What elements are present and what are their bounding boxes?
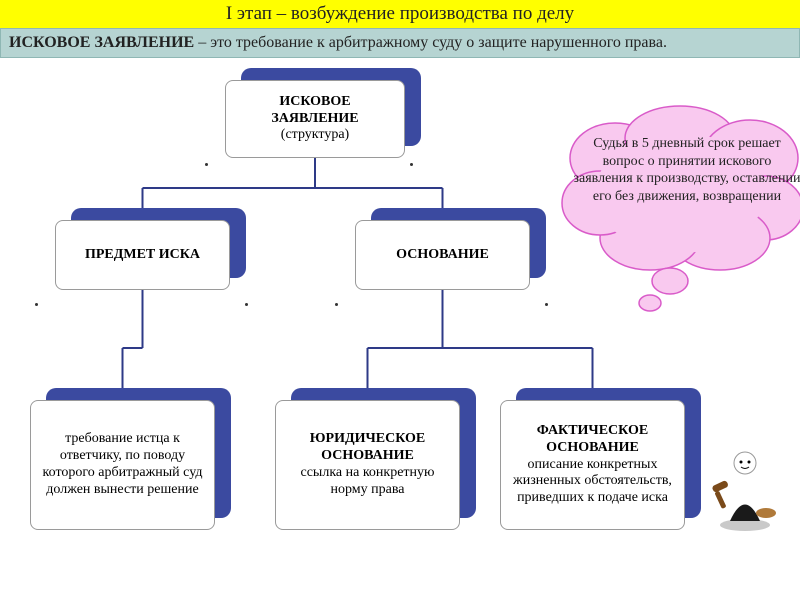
node-front: ФАКТИЧЕСКОЕ ОСНОВАНИЕописание конкретных… <box>500 400 685 530</box>
corner-dot <box>35 303 38 306</box>
corner-dot <box>245 303 248 306</box>
stage-title-text: I этап – возбуждение производства по дел… <box>226 3 574 25</box>
definition-body: – это требование к арбитражному суду о з… <box>194 34 667 51</box>
node-front: ОСНОВАНИЕ <box>355 220 530 290</box>
node-front: ЮРИДИЧЕСКОЕ ОСНОВАНИЕссылка на конкретну… <box>275 400 460 530</box>
judge-icon <box>710 443 780 533</box>
node-root: ИСКОВОЕ ЗАЯВЛЕНИЕ(структура) <box>225 68 421 158</box>
stage-title: I этап – возбуждение производства по дел… <box>0 0 800 28</box>
definition-bar: ИСКОВОЕ ЗАЯВЛЕНИЕ – это требование к арб… <box>0 28 800 58</box>
node-legal: ЮРИДИЧЕСКОЕ ОСНОВАНИЕссылка на конкретну… <box>275 388 476 530</box>
node-front: ИСКОВОЕ ЗАЯВЛЕНИЕ(структура) <box>225 80 405 158</box>
node-subject: ПРЕДМЕТ ИСКА <box>55 208 246 290</box>
structure-diagram: ИСКОВОЕ ЗАЯВЛЕНИЕ(структура) ПРЕДМЕТ ИСКА… <box>0 58 800 588</box>
cloud-text: Судья в 5 дневный срок решает вопрос о п… <box>573 135 800 205</box>
corner-dot <box>410 163 413 166</box>
corner-dot <box>205 163 208 166</box>
node-front: требование истца к ответчику, по поводу … <box>30 400 215 530</box>
definition-term: ИСКОВОЕ ЗАЯВЛЕНИЕ <box>9 34 194 51</box>
node-factual: ФАКТИЧЕСКОЕ ОСНОВАНИЕописание конкретных… <box>500 388 701 530</box>
judge-note-cloud: Судья в 5 дневный срок решает вопрос о п… <box>555 103 800 318</box>
node-subject_leaf: требование истца к ответчику, по поводу … <box>30 388 231 530</box>
corner-dot <box>545 303 548 306</box>
corner-dot <box>335 303 338 306</box>
node-front: ПРЕДМЕТ ИСКА <box>55 220 230 290</box>
node-basis: ОСНОВАНИЕ <box>355 208 546 290</box>
